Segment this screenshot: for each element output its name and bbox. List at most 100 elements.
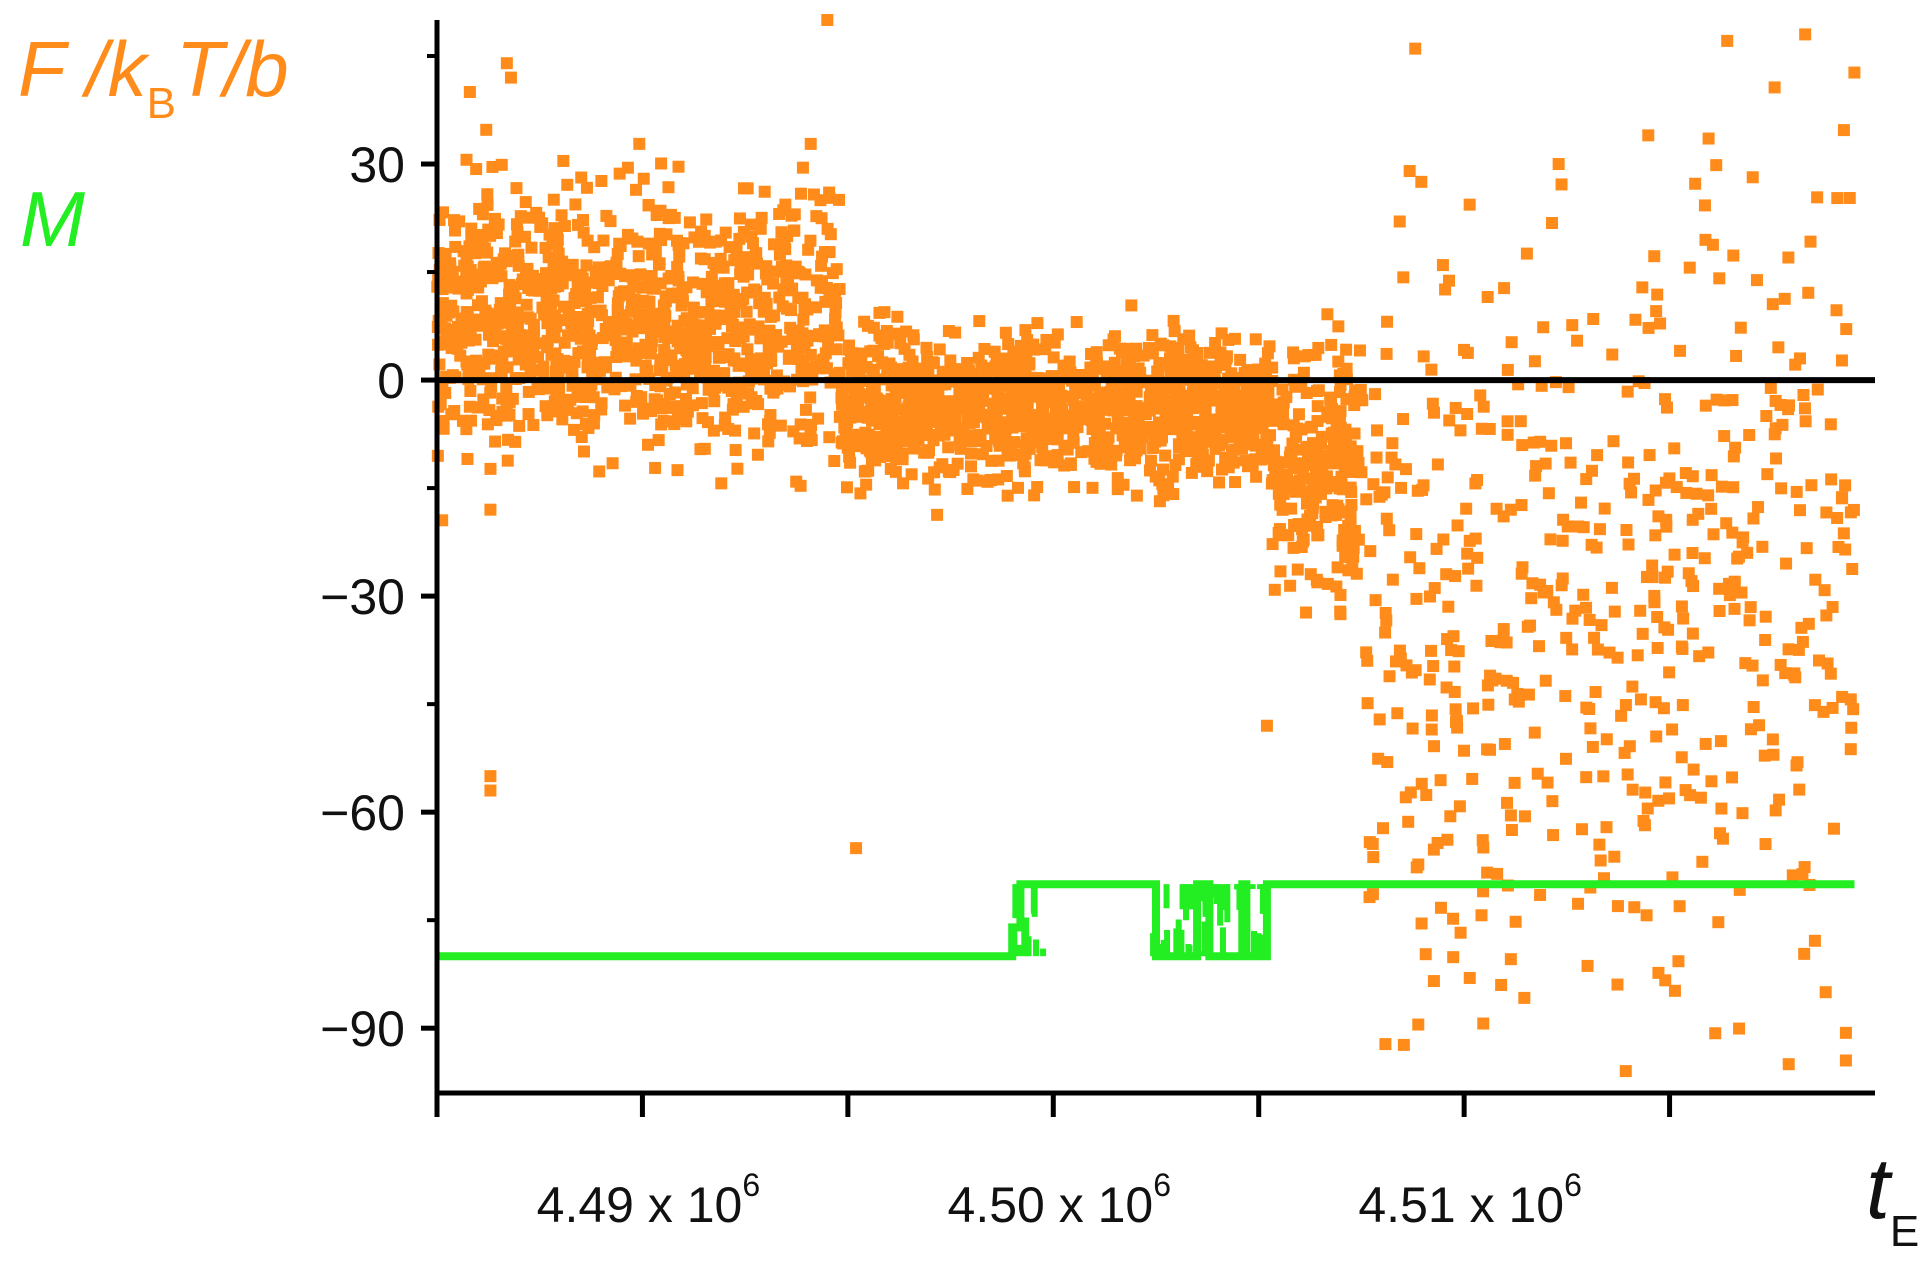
- force-point: [645, 270, 658, 283]
- force-point: [587, 391, 600, 404]
- force-point: [501, 313, 514, 326]
- force-point: [1164, 352, 1177, 365]
- force-point: [1782, 643, 1795, 656]
- force-point: [521, 262, 534, 275]
- force-point: [509, 292, 522, 305]
- force-point: [1835, 354, 1848, 367]
- force-point: [1702, 489, 1715, 502]
- force-point: [1831, 511, 1844, 524]
- force-point: [1750, 274, 1763, 287]
- force-point: [992, 356, 1005, 369]
- force-point: [1726, 771, 1739, 784]
- force-point: [1608, 850, 1621, 863]
- force-point: [1668, 442, 1681, 455]
- force-point: [1190, 351, 1203, 364]
- force-point: [933, 343, 946, 356]
- force-point: [1266, 538, 1279, 551]
- force-point: [1021, 339, 1034, 352]
- force-point: [1296, 466, 1309, 479]
- force-point: [1621, 768, 1634, 781]
- force-point: [1620, 524, 1633, 537]
- force-point: [503, 279, 516, 292]
- force-point: [775, 335, 788, 348]
- force-point: [956, 402, 969, 415]
- force-point: [683, 216, 696, 229]
- force-point: [552, 247, 565, 260]
- force-point: [1448, 685, 1461, 698]
- force-point: [649, 461, 662, 474]
- force-point: [446, 265, 459, 278]
- force-point: [457, 245, 470, 258]
- force-point: [1010, 390, 1023, 403]
- force-point: [630, 395, 643, 408]
- force-point: [1705, 502, 1718, 515]
- y-axis-label-force-tail: T/b: [176, 25, 289, 113]
- force-point: [652, 258, 665, 271]
- force-point: [1364, 545, 1377, 558]
- force-point: [1481, 290, 1494, 303]
- force-point: [1820, 506, 1833, 519]
- force-point: [840, 481, 853, 494]
- force-point: [1393, 215, 1406, 228]
- force-point: [751, 448, 764, 461]
- force-point: [1334, 421, 1347, 434]
- force-point: [1470, 579, 1483, 592]
- force-point: [558, 220, 571, 233]
- force-point: [1105, 458, 1118, 471]
- force-point: [1447, 951, 1460, 964]
- force-point: [1019, 324, 1032, 337]
- force-point: [1011, 481, 1024, 494]
- force-point: [462, 366, 475, 379]
- force-point: [1780, 557, 1793, 570]
- force-point: [617, 311, 630, 324]
- force-point: [490, 256, 503, 269]
- force-point: [1321, 308, 1334, 321]
- force-point: [882, 401, 895, 414]
- force-point: [1404, 786, 1417, 799]
- force-point: [1730, 349, 1743, 362]
- force-point: [1583, 613, 1596, 626]
- force-point: [1799, 28, 1812, 41]
- force-point: [1180, 356, 1193, 369]
- force-point: [486, 160, 499, 173]
- force-point: [1826, 701, 1839, 714]
- force-point: [700, 213, 713, 226]
- force-point: [918, 446, 931, 459]
- force-point: [555, 209, 568, 222]
- force-point: [1651, 641, 1664, 654]
- force-point: [728, 254, 741, 267]
- force-point: [1713, 605, 1726, 618]
- force-point: [741, 343, 754, 356]
- force-point: [1634, 693, 1647, 706]
- force-point: [1560, 631, 1573, 644]
- force-point: [1154, 434, 1167, 447]
- force-point: [1679, 784, 1692, 797]
- force-point: [461, 452, 474, 465]
- force-point: [746, 237, 759, 250]
- force-point: [804, 137, 817, 150]
- force-point: [815, 259, 828, 272]
- force-point: [1431, 458, 1444, 471]
- force-point: [900, 421, 913, 434]
- force-point: [1100, 435, 1113, 448]
- force-point: [774, 419, 787, 432]
- force-point: [797, 313, 810, 326]
- force-point: [1581, 959, 1594, 972]
- force-point: [903, 398, 916, 411]
- force-point: [860, 478, 873, 491]
- force-point: [524, 336, 537, 349]
- force-point: [472, 281, 485, 294]
- force-point: [589, 267, 602, 280]
- force-point: [1769, 394, 1782, 407]
- force-point: [1434, 901, 1447, 914]
- force-point: [1463, 198, 1476, 211]
- force-point: [647, 248, 660, 261]
- force-point: [525, 241, 538, 254]
- force-point: [1471, 474, 1484, 487]
- force-point: [1837, 124, 1850, 137]
- force-point: [1302, 349, 1315, 362]
- force-point: [520, 298, 533, 311]
- force-point: [878, 432, 891, 445]
- force-point: [1660, 401, 1673, 414]
- force-point: [717, 261, 730, 274]
